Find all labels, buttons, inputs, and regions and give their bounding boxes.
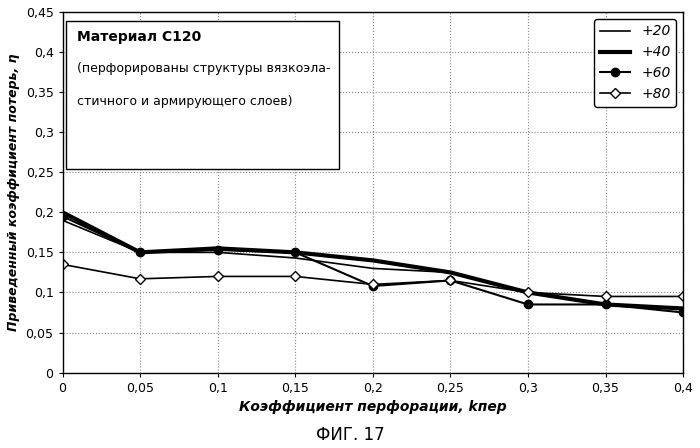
+20	[524, 290, 532, 295]
Line: +20: +20	[62, 220, 683, 309]
+60	[601, 302, 610, 307]
+60	[524, 302, 532, 307]
+40	[446, 270, 454, 275]
+80	[524, 290, 532, 295]
+20	[291, 255, 300, 261]
Y-axis label: Приведенный коэффициент потерь, η: Приведенный коэффициент потерь, η	[7, 53, 20, 331]
+40	[679, 306, 687, 311]
+40	[58, 210, 66, 215]
+20	[679, 306, 687, 311]
+20	[214, 250, 222, 255]
+80	[136, 276, 144, 281]
Line: +40: +40	[62, 212, 683, 309]
+60	[136, 250, 144, 255]
+20	[369, 266, 377, 271]
+40	[524, 290, 532, 295]
+80	[214, 274, 222, 279]
Text: Материал С120: Материал С120	[77, 30, 201, 44]
+40	[136, 250, 144, 255]
+60	[369, 283, 377, 289]
+80	[446, 278, 454, 283]
Text: (перфорированы структуры вязкоэла-: (перфорированы структуры вязкоэла-	[77, 62, 330, 75]
+80	[679, 294, 687, 299]
+20	[58, 218, 66, 223]
FancyBboxPatch shape	[66, 21, 339, 169]
+20	[446, 270, 454, 275]
Line: +80: +80	[59, 261, 687, 300]
+60	[446, 278, 454, 283]
+60	[214, 247, 222, 253]
Legend: +20, +40, +60, +80: +20, +40, +60, +80	[594, 19, 676, 107]
Line: +60: +60	[58, 212, 687, 317]
+80	[291, 274, 300, 279]
X-axis label: Коэффициент перфорации, kпер: Коэффициент перфорации, kпер	[239, 400, 507, 414]
+60	[291, 250, 300, 255]
+40	[214, 246, 222, 251]
+20	[136, 250, 144, 255]
+40	[369, 258, 377, 263]
+80	[369, 282, 377, 287]
+20	[601, 302, 610, 307]
+40	[601, 302, 610, 307]
Text: стичного и армирующего слоев): стичного и армирующего слоев)	[77, 95, 293, 108]
+40	[291, 250, 300, 255]
+80	[601, 294, 610, 299]
Text: ФИГ. 17: ФИГ. 17	[316, 426, 384, 444]
+60	[679, 310, 687, 315]
+80	[58, 262, 66, 267]
+60	[58, 214, 66, 219]
